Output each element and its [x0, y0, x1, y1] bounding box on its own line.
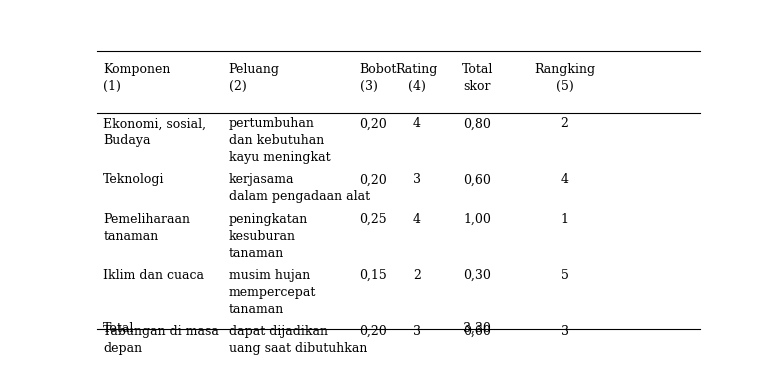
Text: 1,00: 1,00 — [463, 213, 491, 226]
Text: dapat dijadikan: dapat dijadikan — [229, 325, 328, 338]
Text: (3): (3) — [359, 80, 377, 93]
Text: Iklim dan cuaca: Iklim dan cuaca — [103, 269, 205, 282]
Text: 0,20: 0,20 — [359, 325, 387, 338]
Text: Bobot: Bobot — [359, 63, 397, 76]
Text: 3: 3 — [413, 173, 421, 187]
Text: 0,25: 0,25 — [359, 213, 387, 226]
Text: kayu meningkat: kayu meningkat — [229, 151, 331, 164]
Text: 0,20: 0,20 — [359, 117, 387, 130]
Text: uang saat dibutuhkan: uang saat dibutuhkan — [229, 342, 367, 355]
Text: 2: 2 — [561, 117, 569, 130]
Text: peningkatan: peningkatan — [229, 213, 308, 226]
Text: 0,30: 0,30 — [463, 269, 491, 282]
Text: 4: 4 — [413, 213, 421, 226]
Text: (1): (1) — [103, 80, 121, 93]
Text: 4: 4 — [413, 117, 421, 130]
Text: Pemeliharaan: Pemeliharaan — [103, 213, 191, 226]
Text: 3: 3 — [560, 325, 569, 338]
Text: pertumbuhan: pertumbuhan — [229, 117, 314, 130]
Text: 0,60: 0,60 — [463, 173, 491, 187]
Text: Teknologi: Teknologi — [103, 173, 165, 187]
Text: Komponen: Komponen — [103, 63, 170, 76]
Text: 0,15: 0,15 — [359, 269, 387, 282]
Text: 0,80: 0,80 — [463, 117, 491, 130]
Text: (5): (5) — [555, 80, 573, 93]
Text: (4): (4) — [408, 80, 426, 93]
Text: (2): (2) — [229, 80, 247, 93]
Text: tanaman: tanaman — [229, 247, 284, 260]
Text: Rangking: Rangking — [534, 63, 595, 76]
Text: depan: depan — [103, 342, 142, 355]
Text: 0,20: 0,20 — [359, 173, 387, 187]
Text: 3,30: 3,30 — [463, 322, 491, 335]
Text: dan kebutuhan: dan kebutuhan — [229, 134, 324, 147]
Text: dalam pengadaan alat: dalam pengadaan alat — [229, 190, 370, 203]
Text: Tabungan di masa: Tabungan di masa — [103, 325, 219, 338]
Text: 1: 1 — [560, 213, 569, 226]
Text: musim hujan: musim hujan — [229, 269, 310, 282]
Text: 0,60: 0,60 — [463, 325, 491, 338]
Text: 4: 4 — [560, 173, 569, 187]
Text: kerjasama: kerjasama — [229, 173, 294, 187]
Text: Ekonomi, sosial,: Ekonomi, sosial, — [103, 117, 206, 130]
Text: Budaya: Budaya — [103, 134, 151, 147]
Text: Rating: Rating — [396, 63, 438, 76]
Text: Total: Total — [461, 63, 492, 76]
Text: Total: Total — [103, 322, 135, 335]
Text: skor: skor — [464, 80, 491, 93]
Text: tanaman: tanaman — [229, 303, 284, 316]
Text: mempercepat: mempercepat — [229, 286, 316, 299]
Text: 2: 2 — [413, 269, 421, 282]
Text: kesuburan: kesuburan — [229, 230, 296, 243]
Text: Peluang: Peluang — [229, 63, 280, 76]
Text: 5: 5 — [561, 269, 569, 282]
Text: 3: 3 — [413, 325, 421, 338]
Text: tanaman: tanaman — [103, 230, 159, 243]
